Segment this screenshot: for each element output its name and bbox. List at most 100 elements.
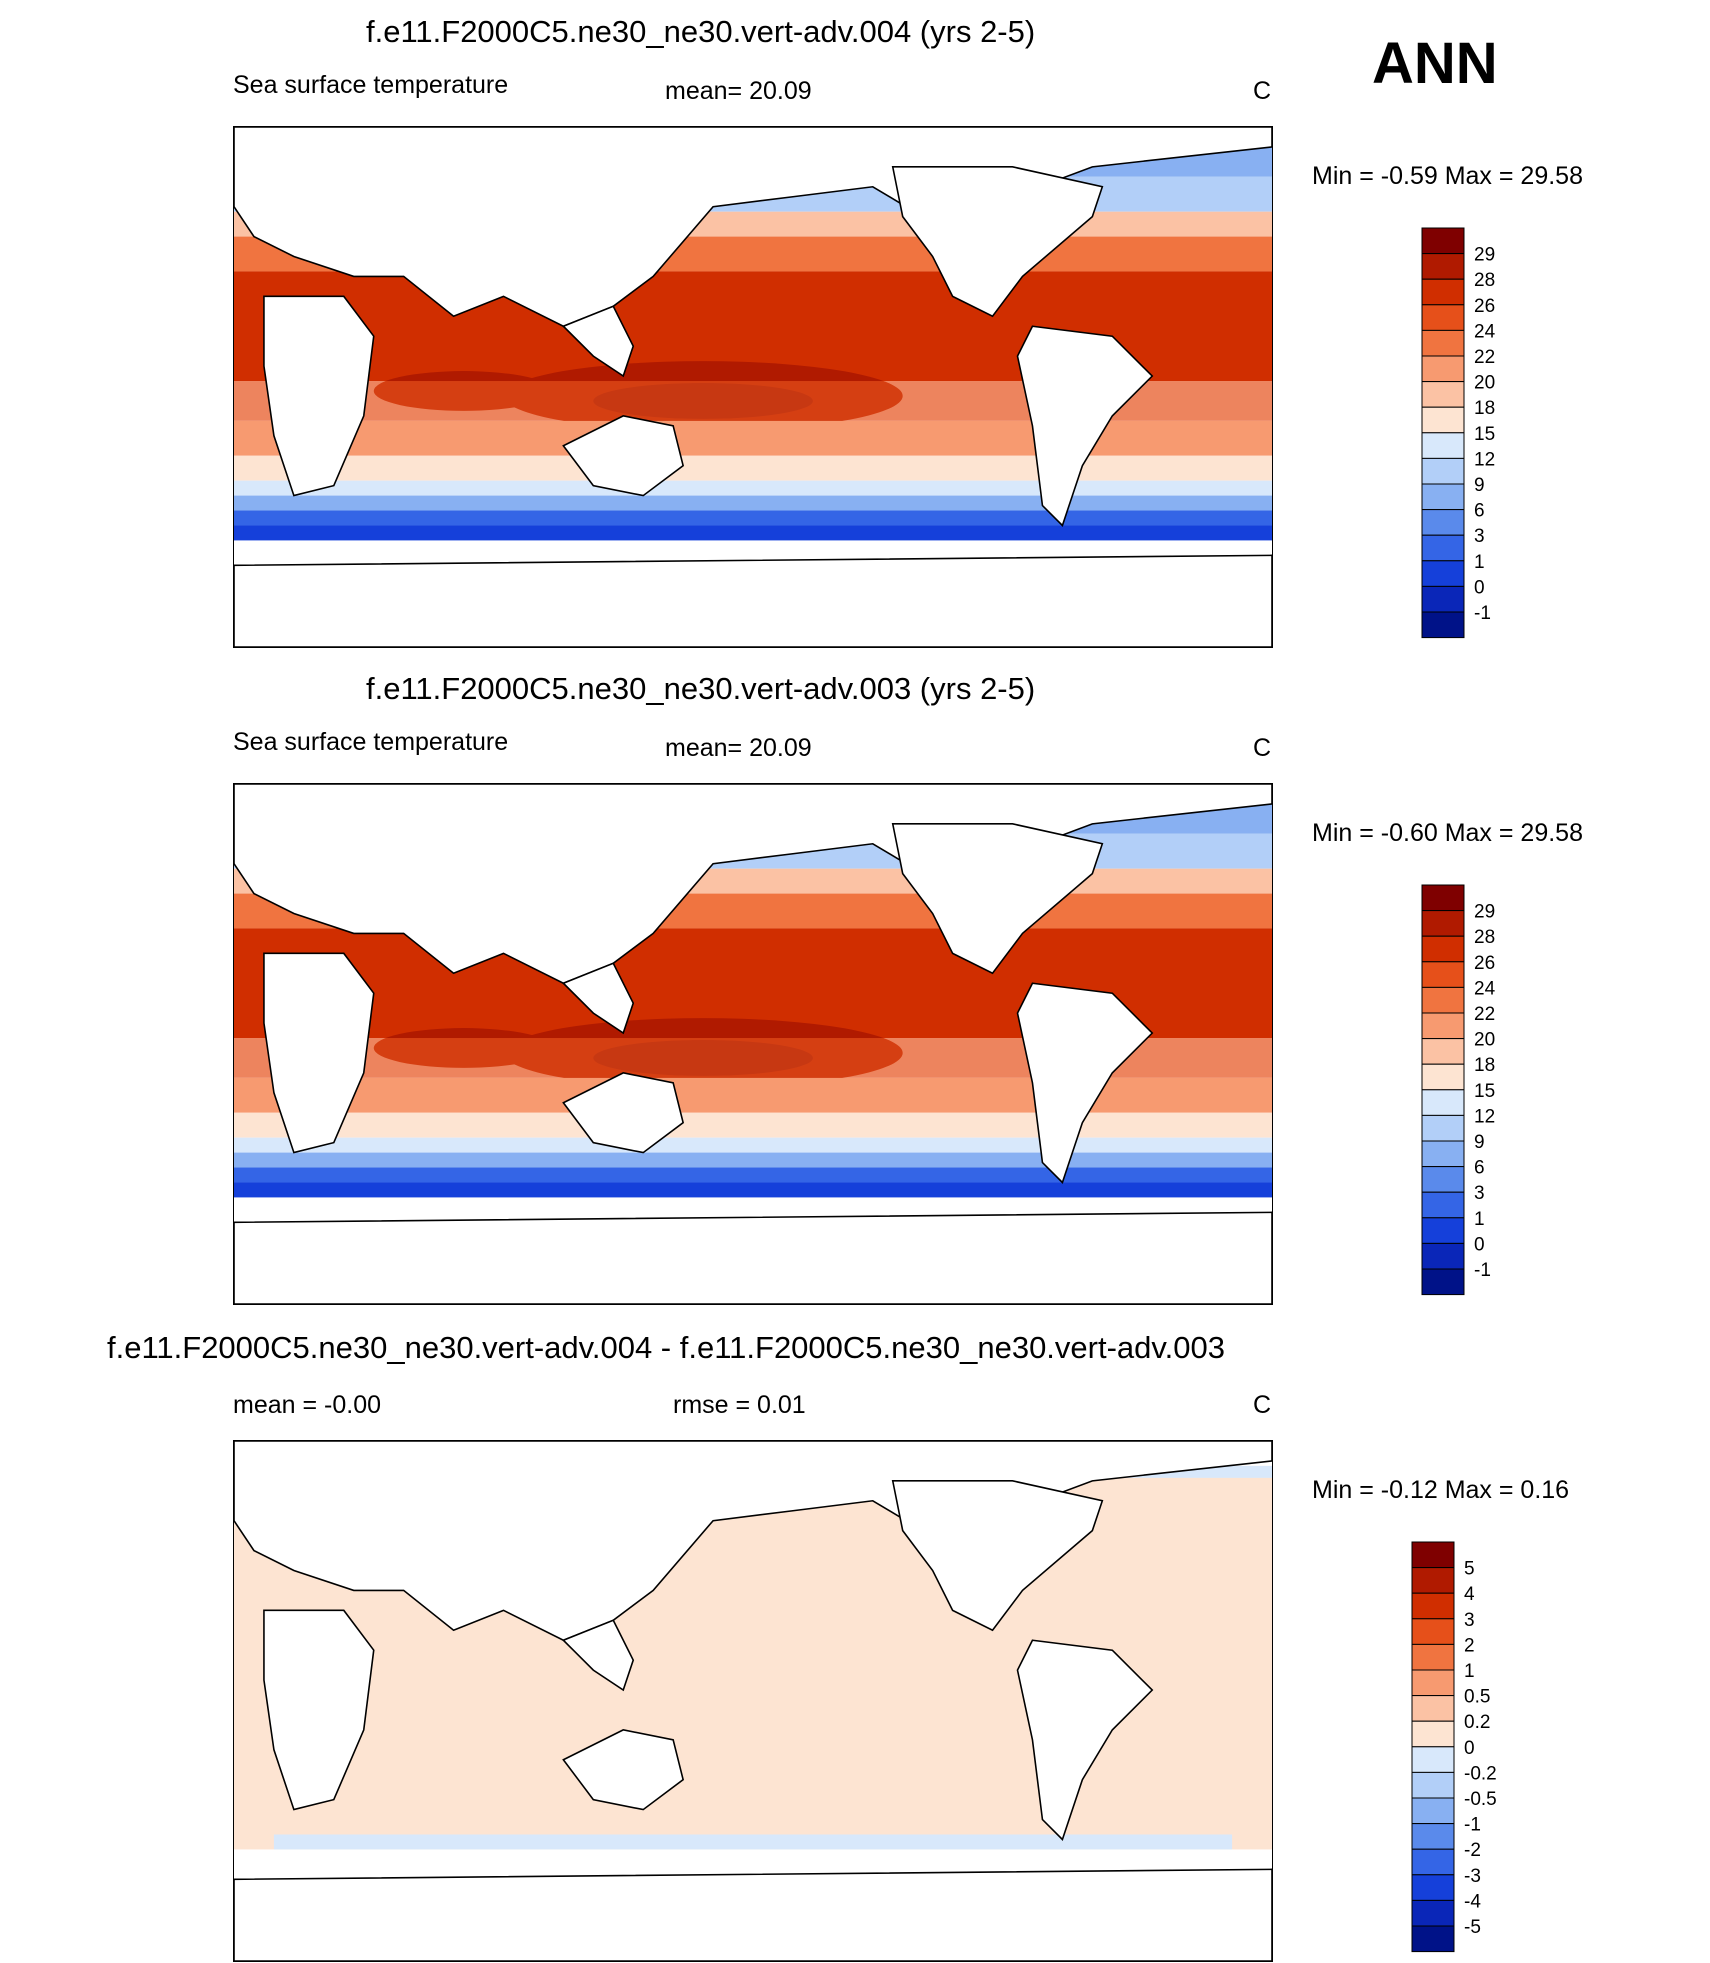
colorbar-swatch	[1421, 1038, 1465, 1065]
panel-1-australia	[562, 415, 685, 497]
colorbar-swatch	[1421, 1140, 1465, 1168]
colorbar-swatch	[1421, 381, 1465, 408]
colorbar-swatch	[1421, 560, 1465, 587]
panel-2-india	[561, 962, 635, 1035]
colorbar-tick-label: 1	[1464, 1661, 1475, 1682]
panel-1-minmax-label: Min = -0.59 Max = 29.58	[1312, 162, 1583, 190]
colorbar-tick-label: 2	[1464, 1635, 1475, 1656]
colorbar-swatch	[1421, 253, 1465, 280]
panel-2-continents	[234, 784, 1272, 1304]
panel-1-map	[233, 126, 1273, 648]
panel-2-band-south-temp	[234, 1112, 1272, 1138]
panel-3-south-america	[1016, 1639, 1154, 1841]
colorbar-tick-label: 28	[1474, 270, 1495, 291]
colorbar-swatch	[1411, 1746, 1455, 1773]
colorbar-tick-label: 18	[1474, 1055, 1495, 1076]
panel-3-colorbar: 5 4 3 2 1 0.5 0.2 0 -0.2 -0.5 -1 -2 -3 -4 -5	[1411, 1541, 1562, 1959]
panel-3-units-label: C	[1253, 1391, 1272, 1419]
colorbar-swatch	[1411, 1643, 1455, 1671]
colorbar-swatch	[1421, 1012, 1465, 1040]
panel-2-band-antarctic-edge	[234, 1182, 1272, 1198]
panel-3-southern-negative	[273, 1834, 1233, 1850]
colorbar-tick-label: 3	[1474, 1183, 1485, 1204]
colorbar-swatch	[1421, 1166, 1465, 1193]
panel-3-continents	[234, 1441, 1272, 1961]
colorbar-swatch	[1421, 406, 1465, 434]
panel-3-australia	[562, 1729, 685, 1811]
colorbar-swatch	[1421, 227, 1465, 255]
panel-1-colorbar: 29 28 26 24 22 20 18 15 12 9 6 3 1 0 -1	[1421, 227, 1562, 645]
panel-2-colorbar-svg: 29 28 26 24 22 20 18 15 12 9 6 3 1 0 -1	[1421, 884, 1496, 1296]
colorbar-swatch	[1421, 935, 1465, 963]
colorbar-tick-label: 12	[1474, 449, 1495, 470]
colorbar-tick-label: 18	[1474, 398, 1495, 419]
panel-2-band-southern-ocean	[234, 1167, 1272, 1183]
season-label: ANN	[1372, 31, 1498, 96]
colorbar-tick-label: 29	[1474, 902, 1495, 923]
panel-2-colorbar: 29 28 26 24 22 20 18 15 12 9 6 3 1 0 -1	[1421, 884, 1562, 1302]
colorbar-swatch	[1421, 961, 1465, 988]
panel-1-antarctica	[234, 554, 1272, 647]
panel-3-antarctica	[234, 1868, 1272, 1961]
colorbar-swatch	[1421, 910, 1465, 937]
panel-2-units-label: C	[1253, 734, 1272, 762]
colorbar-tick-label: 0	[1464, 1738, 1475, 1759]
colorbar-tick-label: 0.2	[1464, 1712, 1490, 1733]
colorbar-tick-label: 12	[1474, 1106, 1495, 1127]
colorbar-swatch	[1411, 1618, 1455, 1645]
panel-1-band-antarctic-edge	[234, 525, 1272, 541]
colorbar-tick-label: -0.2	[1464, 1763, 1497, 1784]
colorbar-tick-label: -5	[1464, 1917, 1481, 1938]
panel-2-minmax-label: Min = -0.60 Max = 29.58	[1312, 819, 1583, 847]
panel-3-title: f.e11.F2000C5.ne30_ne30.vert-adv.004 - f…	[107, 1330, 1225, 1365]
colorbar-swatch	[1411, 1797, 1455, 1825]
colorbar-swatch	[1421, 329, 1465, 357]
colorbar-swatch	[1411, 1925, 1455, 1953]
colorbar-tick-label: 26	[1474, 296, 1495, 317]
panel-3-map-svg	[234, 1441, 1272, 1961]
panel-1-band-south-temp	[234, 455, 1272, 481]
panel-2-map-svg	[234, 784, 1272, 1304]
colorbar-swatch	[1421, 483, 1465, 511]
colorbar-swatch	[1421, 304, 1465, 331]
colorbar-swatch	[1421, 457, 1465, 485]
panel-3-mean-label: mean = -0.00	[233, 1391, 382, 1419]
colorbar-tick-label: 4	[1464, 1584, 1475, 1605]
colorbar-tick-label: 6	[1474, 501, 1485, 522]
panel-3-map	[233, 1440, 1273, 1962]
panel-2-antarctica	[234, 1211, 1272, 1304]
colorbar-swatch	[1411, 1771, 1455, 1799]
colorbar-swatch	[1421, 884, 1465, 912]
colorbar-tick-label: 1	[1474, 552, 1485, 573]
panel-3-rmse-label: rmse = 0.01	[673, 1391, 806, 1419]
panel-1-units-label: C	[1253, 77, 1272, 105]
panel-3-india	[561, 1619, 635, 1692]
colorbar-swatch	[1411, 1541, 1455, 1569]
panel-2-africa	[263, 952, 375, 1154]
panel-3-africa	[263, 1609, 375, 1811]
colorbar-tick-label: -1	[1474, 1260, 1491, 1281]
colorbar-tick-label: -3	[1464, 1866, 1481, 1887]
panel-2-north-america	[891, 823, 1104, 975]
panel-1-title: f.e11.F2000C5.ne30_ne30.vert-adv.004 (yr…	[366, 14, 1036, 49]
colorbar-tick-label: 29	[1474, 245, 1495, 266]
colorbar-tick-label: 6	[1474, 1158, 1485, 1179]
colorbar-tick-label: 24	[1474, 978, 1496, 999]
colorbar-swatch	[1421, 1114, 1465, 1142]
colorbar-swatch	[1421, 1063, 1465, 1091]
panel-1-south-america	[1016, 325, 1154, 527]
colorbar-tick-label: 22	[1474, 1004, 1495, 1025]
colorbar-swatch	[1421, 509, 1465, 536]
panel-3-north-america	[891, 1480, 1104, 1632]
colorbar-tick-label: 3	[1464, 1610, 1475, 1631]
colorbar-tick-label: 15	[1474, 1081, 1495, 1102]
panel-1-map-svg	[234, 127, 1272, 647]
panel-2-band-south-mild	[234, 1077, 1272, 1113]
colorbar-swatch	[1411, 1874, 1455, 1901]
panel-1-band-south-mild	[234, 420, 1272, 456]
panel-3-colorbar-svg: 5 4 3 2 1 0.5 0.2 0 -0.2 -0.5 -1 -2 -3 -4 -5	[1411, 1541, 1497, 1953]
colorbar-tick-label: 26	[1474, 953, 1495, 974]
panel-1-band-southern-ocean	[234, 510, 1272, 526]
panel-2-australia	[562, 1072, 685, 1154]
colorbar-tick-label: -1	[1474, 603, 1491, 624]
